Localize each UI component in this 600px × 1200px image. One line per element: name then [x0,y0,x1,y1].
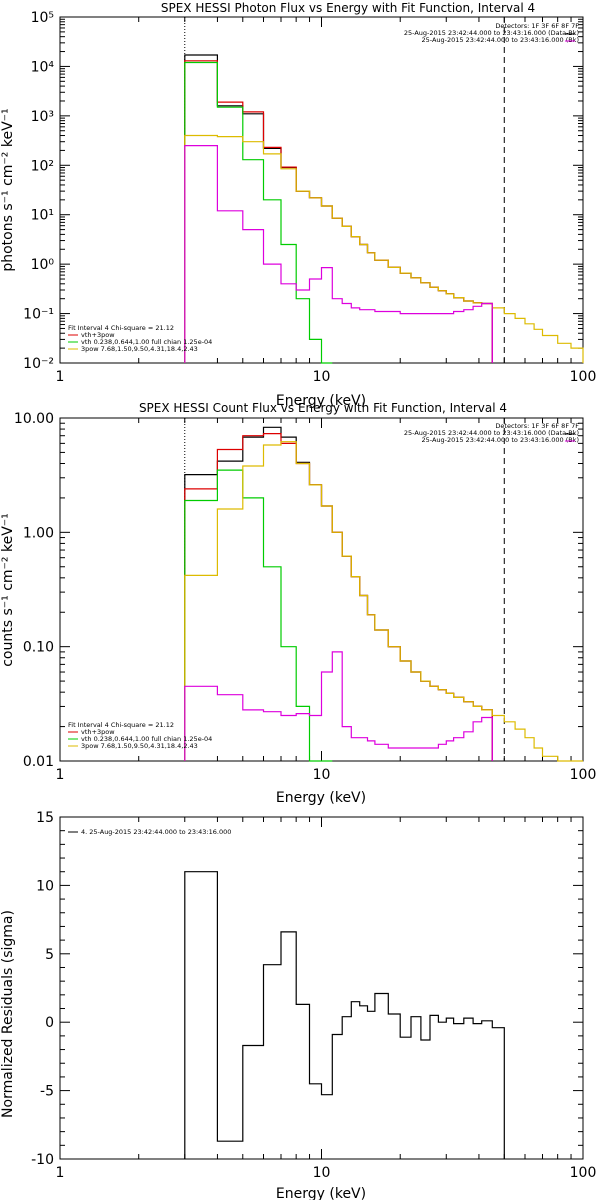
y-axis: 10⁻² 10⁻¹ 10⁰ 10¹ 10² 10³ 10⁴ 10⁵ [23,10,583,372]
y-tick-label: 5 [45,947,54,963]
y-axis: -10 -5 0 5 10 15 [31,810,583,1168]
y-tick-label: -10 [31,1152,54,1168]
x-tick-label: 10 [313,1165,331,1181]
photon-flux-panel: SPEX HESSI Photon Flux vs Energy with Fi… [0,1,596,409]
y-axis-label: Normalized Residuals (sigma) [0,910,16,1118]
legend-text-right: 25-Aug-2015 23:42:44.000 to 23:43:16.000… [422,436,579,444]
y-tick-label: 10⁻¹ [23,307,54,323]
legend-text-left: 3pow 7.68,1.50,9.50,4.31,18.4,2.43 [81,742,198,750]
legend-text-right: 25-Aug-2015 23:42:44.000 to 23:43:16.000… [422,36,579,44]
x-axis: 1 10 100 [56,17,597,385]
series-3pow-line [184,441,583,762]
x-axis-label: Energy (keV) [276,393,366,409]
y-tick-label: 1.00 [23,525,54,541]
x-tick-label: 1 [56,1165,65,1181]
chart-title: SPEX HESSI Count Flux vs Energy with Fit… [139,401,507,415]
y-tick-label: 10.00 [14,411,54,427]
residuals-line [184,871,505,1159]
y-tick-label: 0.10 [23,640,54,656]
series-data-line [184,54,493,363]
chart-title: SPEX HESSI Photon Flux vs Energy with Fi… [161,1,535,15]
x-axis-label: Energy (keV) [276,1186,366,1200]
legend-text-left: Fit Interval 4 Chi-square = 21.12 [68,721,174,729]
y-axis: 0.01 0.10 1.00 10.00 [14,411,583,770]
count-flux-panel: SPEX HESSI Count Flux vs Energy with Fit… [0,401,596,806]
legend-text-right: 25-Aug-2015 23:42:44.000 to 23:43:16.000… [404,29,579,37]
legend-text-left: 3pow 7.68,1.50,9.50,4.31,18.4,2.43 [81,345,198,353]
y-tick-label: -5 [40,1084,54,1100]
y-tick-label: 0 [45,1015,54,1031]
legend-text-left: Fit Interval 4 Chi-square = 21.12 [68,324,174,332]
series-vth-line [184,61,333,364]
x-axis: 1 10 100 [56,817,597,1181]
series-3pow-line [184,134,584,363]
series-vth-3pow-line [184,433,493,761]
x-tick-label: 100 [570,767,597,783]
x-tick-label: 1 [56,369,65,385]
x-tick-label: 10 [313,369,331,385]
x-axis-label: Energy (keV) [276,790,366,806]
y-axis-label: counts s⁻¹ cm⁻² keV⁻¹ [0,513,16,667]
legend-text-left: vth+3pow [81,728,115,736]
series-vth-line [184,469,333,762]
legend-text-right: 25-Aug-2015 23:42:44.000 to 23:43:16.000… [404,429,579,437]
y-tick-label: 10² [31,158,54,174]
legend-text-left: vth 0.238,0.644,1.00 full chian 1.25e-04 [81,338,212,346]
y-tick-label: 15 [36,810,54,826]
legend-text-left: 4. 25-Aug-2015 23:42:44.000 to 23:43:16.… [81,828,231,836]
series-data-line [184,426,493,761]
y-tick-label: 10¹ [31,208,54,224]
x-tick-label: 10 [313,767,331,783]
x-tick-label: 1 [56,767,65,783]
residuals-panel: Energy (keV) Normalized Residuals (sigma… [0,810,596,1200]
y-tick-label: 10⁵ [31,10,54,26]
y-tick-label: 10 [36,878,54,894]
y-tick-label: 10⁰ [31,257,55,273]
legend-text-right: Detectors: 1F 3F 6F 8F 7F [495,22,579,30]
y-axis-label: photons s⁻¹ cm⁻² keV⁻¹ [0,108,16,271]
y-tick-label: 10³ [31,109,54,125]
x-tick-label: 100 [570,1165,597,1181]
legend-text-left: vth+3pow [81,331,115,339]
legend-text-left: vth 0.238,0.644,1.00 full chian 1.25e-04 [81,735,212,743]
legend-text-right: Detectors: 1F 3F 6F 8F 7F [495,422,579,430]
y-tick-label: 10⁴ [31,59,55,75]
y-tick-label: 10⁻² [23,356,54,372]
series-bk-line [184,651,493,761]
x-tick-label: 100 [570,369,597,385]
series-bk-line [184,145,493,363]
y-tick-label: 0.01 [23,754,54,770]
